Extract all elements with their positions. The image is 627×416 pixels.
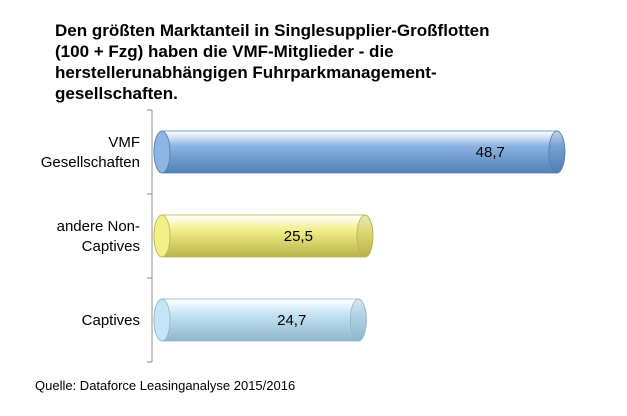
title-line-4: gesellschaften. <box>55 84 178 103</box>
bar-end-3 <box>349 298 367 342</box>
title-line-1: Den größten Marktanteil in Singlesupplie… <box>55 21 490 40</box>
category-label-line: Captives <box>82 312 140 329</box>
bar-3 <box>153 298 367 342</box>
bar-end-2 <box>356 214 374 258</box>
title-line-3: herstellerunabhängigen Fuhrparkmanagemen… <box>55 63 437 82</box>
bar-2 <box>153 214 374 258</box>
category-label-3: Captives <box>82 312 140 329</box>
bar-end-1 <box>548 130 566 174</box>
category-label-line: Captives <box>82 238 140 255</box>
title-line-2: (100 + Fzg) haben die VMF-Mitglieder - d… <box>55 42 394 61</box>
bar-cap-3 <box>153 298 171 342</box>
category-label-line: VMF <box>108 134 140 151</box>
category-label-2: andere Non- Captives <box>57 218 140 255</box>
category-label-line: andere Non- <box>57 218 140 235</box>
bar-cap-2 <box>153 214 171 258</box>
source-note: Quelle: Dataforce Leasinganalyse 2015/20… <box>35 378 296 393</box>
category-label-line: Gesellschaften <box>41 154 140 171</box>
bar-cap-1 <box>153 130 171 174</box>
chart-title: Den größten Marktanteil in Singlesupplie… <box>55 20 615 104</box>
value-label-1: 48,7 <box>476 144 505 161</box>
category-label-1: VMF Gesellschaften <box>41 134 140 171</box>
value-label-3: 24,7 <box>277 312 306 329</box>
value-label-2: 25,5 <box>284 228 313 245</box>
